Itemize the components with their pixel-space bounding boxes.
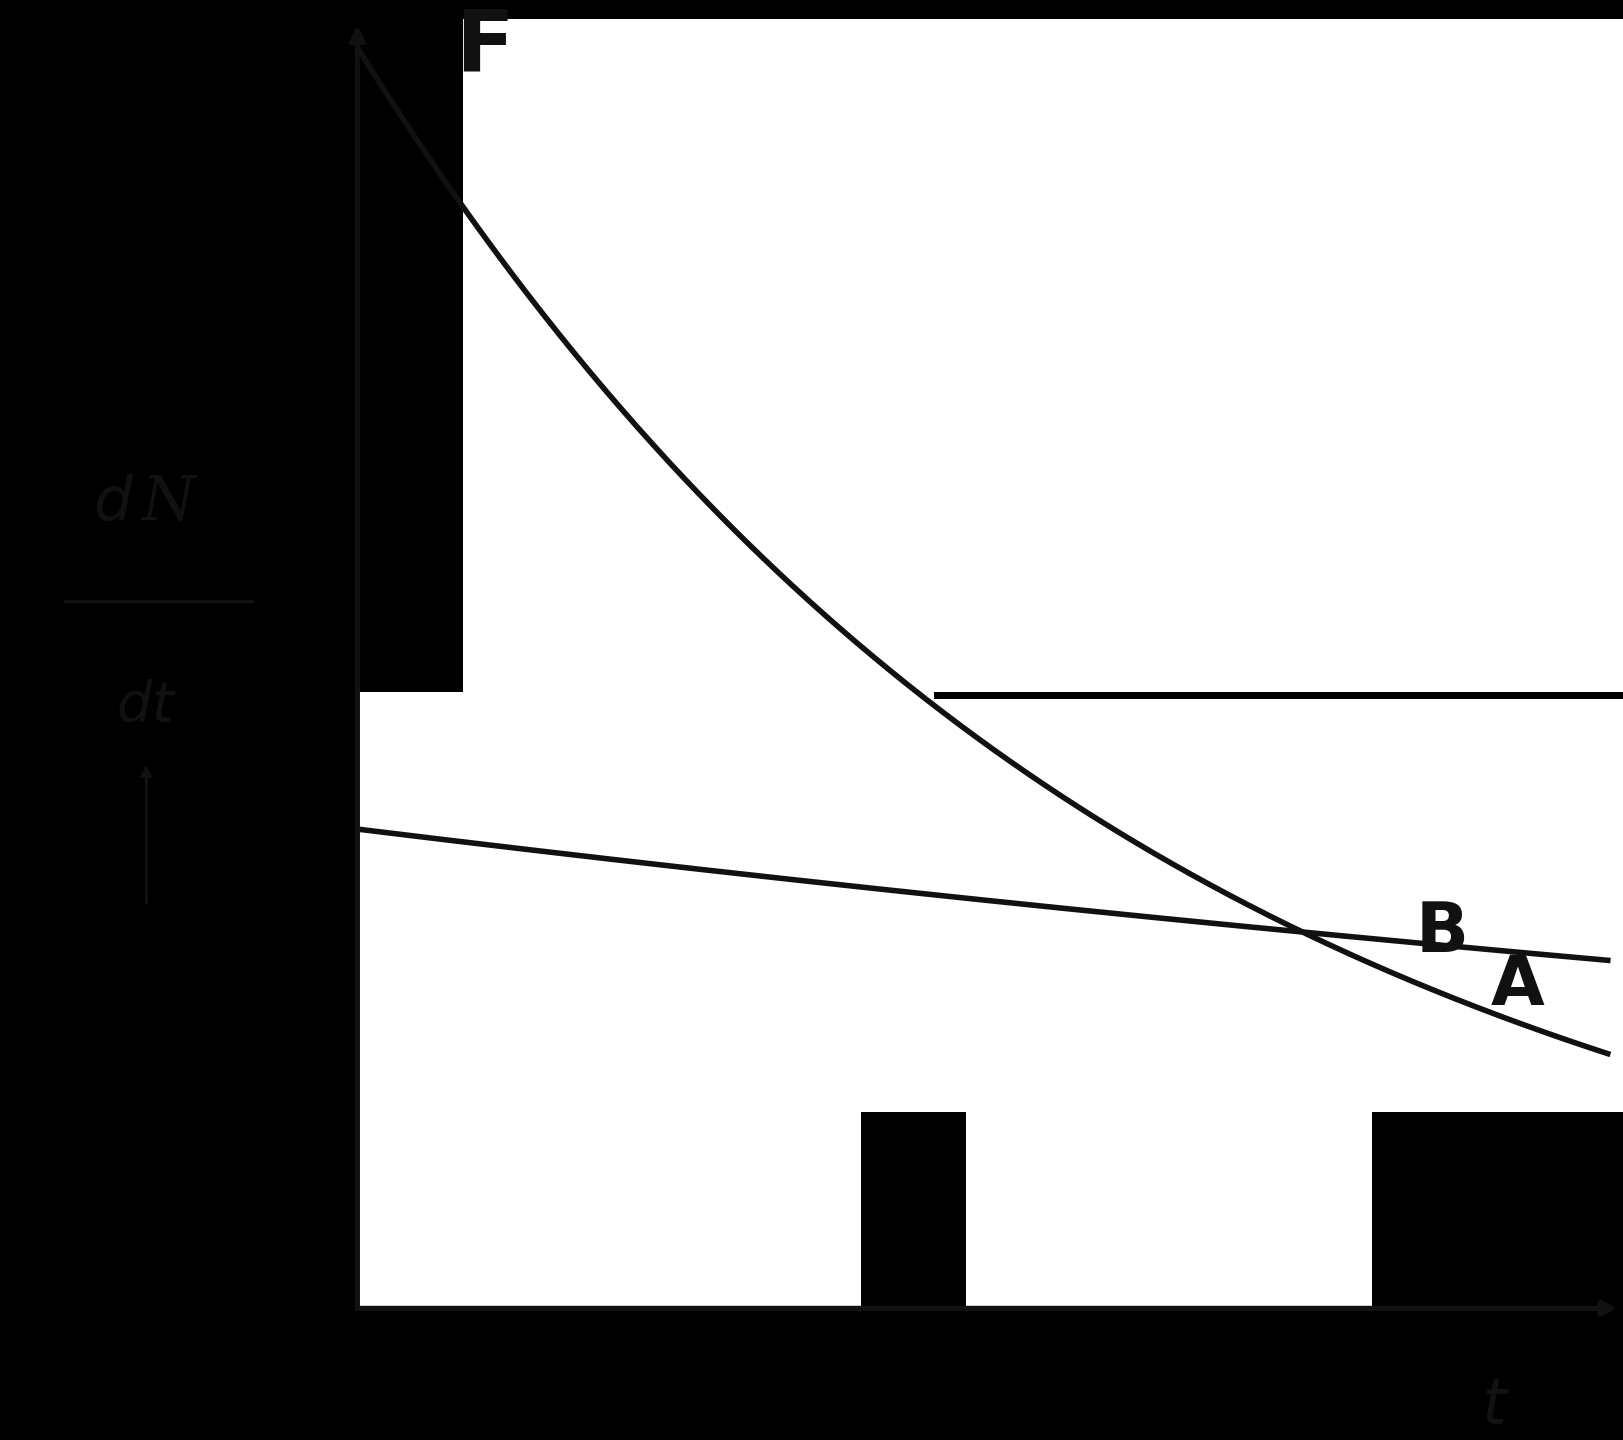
Bar — [901, 698, 1623, 1112]
Text: $d\,$N: $d\,$N — [93, 472, 200, 533]
Text: A: A — [1490, 952, 1543, 1020]
Bar — [463, 19, 1623, 691]
Text: B: B — [1414, 899, 1467, 966]
Bar — [966, 1104, 1371, 1308]
Bar — [617, 691, 933, 1112]
Text: F: F — [454, 6, 513, 89]
Text: $dt$: $dt$ — [115, 678, 177, 733]
Bar — [357, 691, 860, 1308]
Text: $t$: $t$ — [1480, 1375, 1509, 1437]
